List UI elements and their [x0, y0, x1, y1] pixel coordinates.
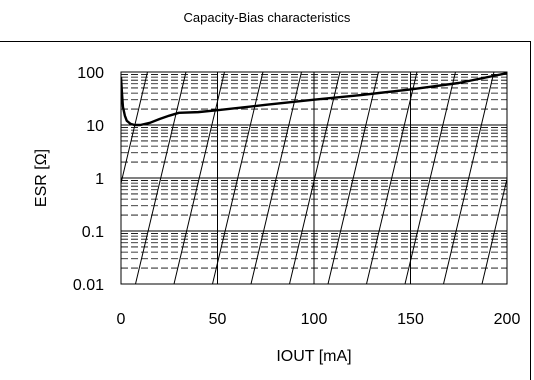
x-tick-label: 0	[117, 311, 126, 328]
x-tick-label: 50	[209, 311, 227, 328]
y-tick-label: 100	[77, 65, 104, 82]
hatch-line	[327, 72, 379, 284]
hatch-line	[481, 176, 507, 284]
plot-frame	[120, 71, 508, 285]
y-tick-label: 10	[86, 118, 104, 135]
hatch-line	[404, 72, 456, 284]
hatch-lines	[121, 64, 534, 284]
hatch-line	[121, 72, 148, 186]
series-layer	[121, 72, 507, 127]
chart-title: Capacity-Bias characteristics	[183, 10, 351, 25]
y-tick-labels: 0.01 0.1 1 10 100	[73, 65, 104, 294]
hatch-line	[366, 72, 418, 284]
y-tick-label: 0.01	[73, 277, 104, 294]
esr-series-line	[121, 72, 507, 127]
x-tick-label: 200	[494, 311, 521, 328]
x-tick-label: 150	[397, 311, 424, 328]
x-tick-label: 100	[301, 311, 328, 328]
hatch-line	[135, 72, 187, 284]
hatch-line	[443, 72, 495, 284]
y-axis-label: ESR [Ω]	[33, 149, 50, 207]
hatch-line	[521, 64, 534, 284]
x-axis-label: IOUT [mA]	[276, 348, 351, 365]
y-tick-label: 1	[95, 171, 104, 188]
hatch-line	[173, 72, 225, 284]
hatch-line	[289, 72, 341, 284]
x-tick-labels: 0 50 100 150 200	[117, 311, 521, 328]
chart-panel	[0, 41, 531, 380]
hatch-line	[212, 72, 264, 284]
y-tick-label: 0.1	[82, 224, 104, 241]
